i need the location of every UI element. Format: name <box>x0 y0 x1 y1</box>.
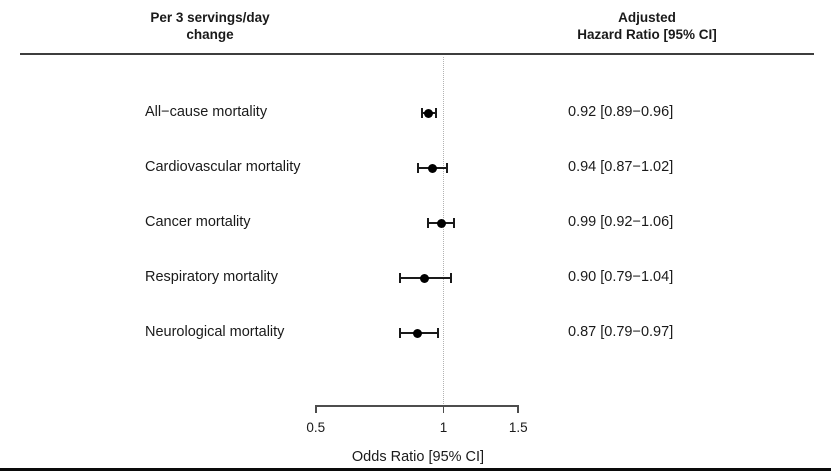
ci-cap-high <box>435 108 437 118</box>
row-label: Cancer mortality <box>145 214 251 230</box>
ci-cap-high <box>446 163 448 173</box>
point-estimate-marker <box>423 108 433 118</box>
row-label: Neurological mortality <box>145 324 285 340</box>
header-rule <box>20 53 814 55</box>
row-label: Respiratory mortality <box>145 269 278 285</box>
ci-cap-low <box>421 108 423 118</box>
column-header-line2: Hazard Ratio [95% CI] <box>577 27 717 42</box>
x-axis-tick-label: 0.5 <box>306 420 326 435</box>
column-header-line1: Adjusted <box>618 10 676 25</box>
ci-cap-low <box>399 328 401 338</box>
ci-cap-high <box>437 328 439 338</box>
bottom-rule <box>0 468 831 471</box>
ci-cap-high <box>453 218 456 228</box>
x-axis-tick <box>517 405 520 413</box>
ci-cap-low <box>427 218 429 228</box>
reference-line <box>442 57 444 404</box>
column-header-line1: Per 3 servings/day <box>150 10 270 25</box>
row-estimate-text: 0.92 [0.89−0.96] <box>568 104 674 120</box>
ci-cap-low <box>416 163 419 173</box>
x-axis-line <box>315 405 519 407</box>
ci-cap-high <box>449 273 452 283</box>
x-axis-tick <box>442 405 445 413</box>
row-estimate-text: 0.90 [0.79−1.04] <box>568 269 674 285</box>
column-header-line2: change <box>186 27 234 42</box>
x-axis-tick-label: 1.5 <box>508 420 528 435</box>
point-estimate-marker <box>437 218 447 228</box>
point-estimate-marker <box>419 273 429 283</box>
row-label: All−cause mortality <box>145 104 268 120</box>
x-axis-tick-label: 1 <box>439 420 448 435</box>
column-header-hazard-ratio: Adjusted Hazard Ratio [95% CI] <box>537 9 757 43</box>
x-axis-title: Odds Ratio [95% CI] <box>351 449 485 465</box>
x-axis-tick <box>314 405 317 413</box>
point-estimate-marker <box>413 328 423 338</box>
row-estimate-text: 0.99 [0.92−1.06] <box>568 214 674 230</box>
point-estimate-marker <box>427 163 437 173</box>
row-label: Cardiovascular mortality <box>145 159 301 175</box>
row-estimate-text: 0.94 [0.87−1.02] <box>568 159 674 175</box>
column-header-exposure: Per 3 servings/day change <box>100 9 320 43</box>
ci-cap-low <box>399 273 401 283</box>
row-estimate-text: 0.87 [0.79−0.97] <box>568 324 674 340</box>
